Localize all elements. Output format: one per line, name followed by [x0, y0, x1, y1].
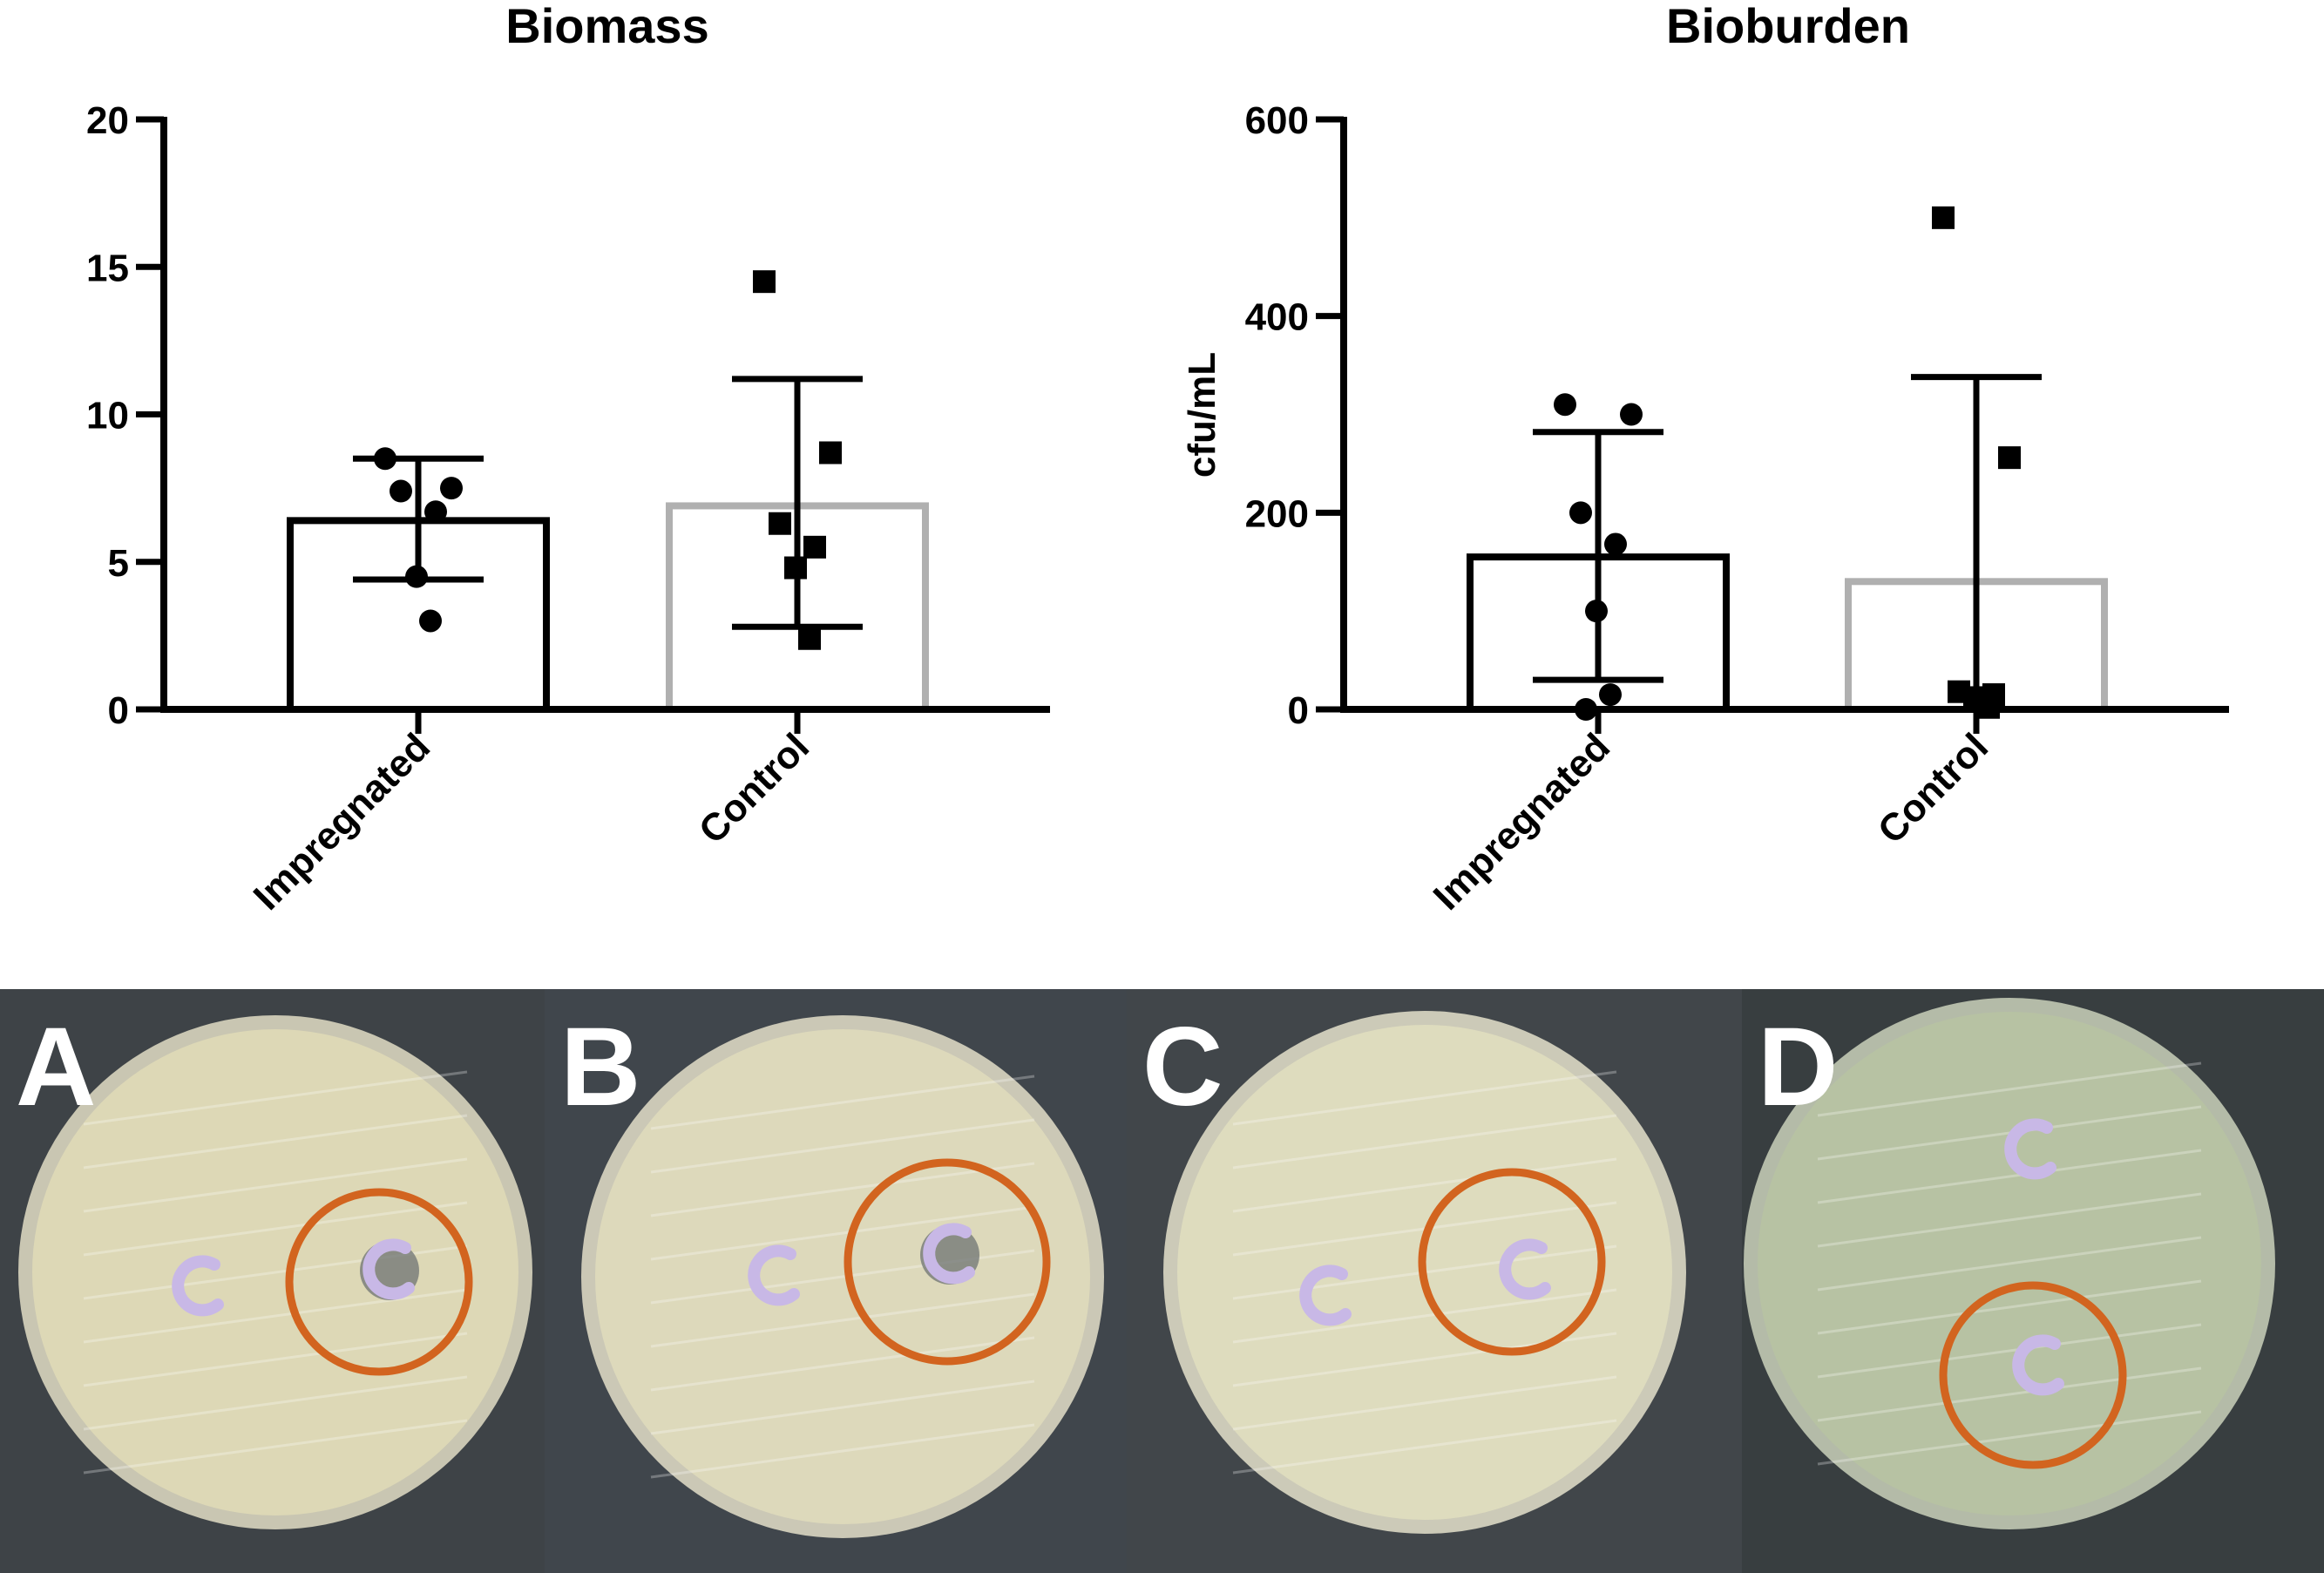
- data-point: [1569, 501, 1592, 525]
- y-tick-label: 5: [108, 542, 129, 585]
- data-point: [419, 609, 442, 633]
- chart-title: Bioburden: [1666, 0, 1910, 53]
- streak-mark: [1817, 1061, 2202, 1117]
- streak-mark: [650, 1336, 1035, 1392]
- streak-mark: [83, 1419, 468, 1475]
- data-point: [1620, 403, 1643, 426]
- y-tick-label: 200: [1245, 492, 1309, 535]
- streak-mark: [83, 1201, 468, 1257]
- streak-mark: [650, 1423, 1035, 1479]
- catheter-segment: [362, 1238, 415, 1300]
- highlight-circle: [1418, 1168, 1606, 1356]
- streak-mark: [1232, 1114, 1617, 1170]
- y-tick-label: 400: [1245, 296, 1309, 339]
- agar-plate: [1758, 1012, 2261, 1515]
- streak-mark: [83, 1114, 468, 1170]
- data-point: [1599, 683, 1622, 707]
- streak-mark: [1232, 1288, 1617, 1344]
- photo-panel-b: B: [545, 989, 1127, 1573]
- streak-mark: [1817, 1192, 2202, 1248]
- streak-mark: [1232, 1375, 1617, 1431]
- data-point: [440, 477, 463, 500]
- agar-plate: [595, 1029, 1090, 1524]
- data-point: [1977, 695, 2000, 719]
- data-point: [769, 512, 791, 535]
- data-point: [390, 479, 412, 503]
- streak-mark: [83, 1157, 468, 1213]
- chart-title: Biomass: [505, 0, 708, 53]
- catheter-segment: [172, 1255, 224, 1317]
- highlight-circle: [844, 1158, 1051, 1366]
- streak-mark: [1817, 1279, 2202, 1335]
- panel-label: D: [1758, 1005, 1838, 1129]
- y-tick-label: 0: [1288, 689, 1309, 732]
- catheter-segment: [923, 1223, 975, 1285]
- streak-mark: [650, 1292, 1035, 1348]
- y-tick-label: 15: [86, 247, 129, 289]
- photo-panel-c: C: [1127, 989, 1742, 1573]
- streak-mark: [1817, 1149, 2202, 1204]
- panel-label: A: [16, 1005, 96, 1129]
- streak-mark: [650, 1118, 1035, 1174]
- y-axis-label: cfu/mL: [1181, 352, 1223, 478]
- streak-mark: [1817, 1323, 2202, 1379]
- streak-mark: [83, 1288, 468, 1344]
- streak-mark: [83, 1375, 468, 1431]
- data-point: [1554, 393, 1576, 417]
- streak-mark: [83, 1070, 468, 1126]
- data-point: [424, 500, 447, 524]
- data-point: [1585, 600, 1608, 623]
- streak-mark: [1232, 1070, 1617, 1126]
- catheter-segment: [748, 1244, 800, 1306]
- data-point: [798, 627, 821, 650]
- data-point: [1932, 206, 1955, 229]
- photo-panel-d: D: [1742, 989, 2324, 1573]
- streak-mark: [650, 1205, 1035, 1261]
- highlight-circle: [1939, 1281, 2127, 1469]
- agar-plate: [32, 1029, 518, 1515]
- streak-mark: [650, 1162, 1035, 1217]
- y-tick-label: 20: [86, 99, 129, 142]
- highlight-circle: [285, 1188, 473, 1376]
- data-point: [803, 535, 826, 559]
- streak-mark: [1817, 1366, 2202, 1422]
- photo-panel-a: A: [0, 989, 545, 1573]
- data-point: [374, 447, 396, 471]
- data-point: [784, 556, 807, 580]
- streak-mark: [650, 1075, 1035, 1130]
- streak-mark: [1232, 1157, 1617, 1213]
- streak-mark: [650, 1380, 1035, 1435]
- data-point: [753, 270, 776, 294]
- data-point: [1575, 698, 1597, 721]
- data-point: [405, 565, 428, 588]
- y-tick-label: 600: [1245, 99, 1309, 142]
- data-point: [1998, 446, 2021, 470]
- catheter-segment: [1499, 1238, 1551, 1300]
- data-point: [1604, 532, 1627, 556]
- streak-mark: [83, 1332, 468, 1387]
- catheter-segment: [1299, 1265, 1352, 1326]
- streak-mark: [1232, 1419, 1617, 1475]
- streak-mark: [1817, 1410, 2202, 1466]
- y-tick-label: 0: [108, 689, 129, 732]
- data-point: [819, 441, 842, 464]
- y-tick-label: 10: [86, 395, 129, 437]
- panel-label: B: [560, 1005, 640, 1129]
- catheter-segment: [2012, 1334, 2064, 1396]
- catheter-segment: [2004, 1118, 2056, 1180]
- streak-mark: [1817, 1236, 2202, 1292]
- panel-label: C: [1142, 1005, 1223, 1129]
